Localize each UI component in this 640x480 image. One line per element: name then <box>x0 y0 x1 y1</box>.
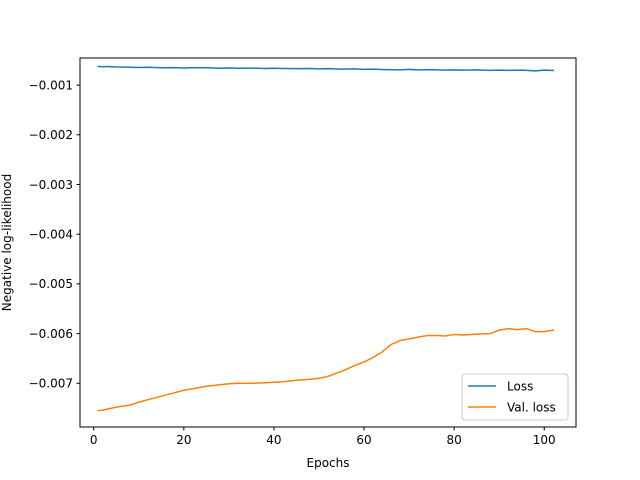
x-tick-label: 60 <box>356 433 371 447</box>
plot-frame <box>79 57 577 428</box>
x-tick-label: 40 <box>266 433 281 447</box>
x-tick-label: 20 <box>176 433 191 447</box>
y-tick-label: −0.005 <box>29 277 73 291</box>
series-line-val-loss <box>97 327 555 412</box>
y-axis-ticks: −0.007 −0.006 −0.005 −0.004 −0.003 −0.002 −0.0… <box>29 78 80 391</box>
series-layer <box>97 65 555 412</box>
series-line-loss <box>97 65 555 72</box>
y-tick-label: −0.004 <box>29 227 73 241</box>
x-tick-label: 0 <box>90 433 98 447</box>
legend: Loss Val. loss <box>461 373 569 421</box>
x-tick-label: 80 <box>446 433 461 447</box>
y-tick-label: −0.007 <box>29 377 73 391</box>
plot-area <box>80 58 576 427</box>
x-axis-ticks: 0 20 40 60 80 100 <box>90 427 556 447</box>
y-tick-label: −0.002 <box>29 128 73 142</box>
y-tick-label: −0.003 <box>29 178 73 192</box>
x-tick-label: 100 <box>533 433 556 447</box>
y-axis-label: Negative log-likelihood <box>0 174 14 311</box>
y-tick-label: −0.006 <box>29 327 73 341</box>
legend-label-loss: Loss <box>507 380 533 394</box>
x-axis-label: Epochs <box>307 456 350 470</box>
y-tick-label: −0.001 <box>29 78 73 92</box>
legend-label-val-loss: Val. loss <box>507 401 556 415</box>
